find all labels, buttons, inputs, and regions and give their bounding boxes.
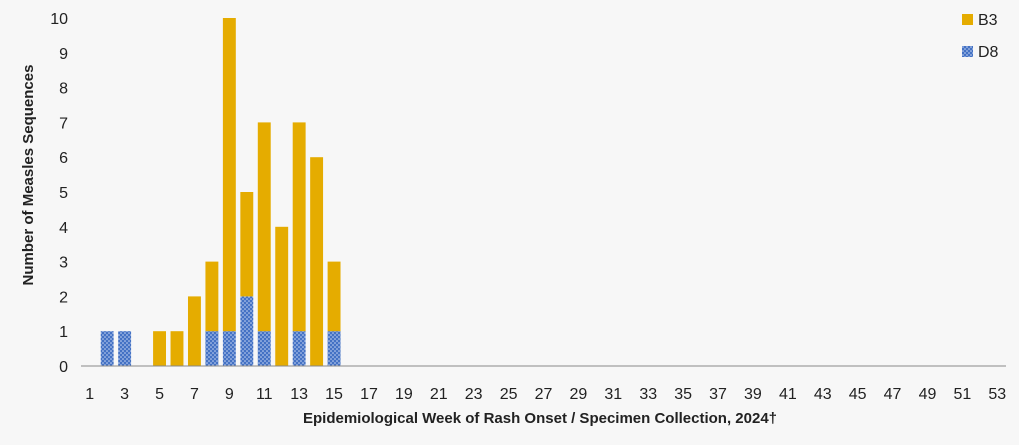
bar-b3-week-10 [240, 192, 254, 297]
y-tick-label: 9 [59, 46, 68, 63]
y-tick-label: 0 [59, 359, 68, 376]
x-tick-label: 7 [190, 386, 199, 403]
bar-d8-week-10 [240, 296, 254, 366]
x-tick-label: 1 [85, 386, 94, 403]
bar-b3-week-7 [187, 296, 201, 366]
bar-b3-week-8 [205, 261, 219, 332]
y-tick-label: 6 [59, 150, 68, 167]
x-tick-label: 45 [849, 386, 867, 403]
x-tick-label: 37 [709, 386, 727, 403]
y-tick-label: 5 [59, 185, 68, 202]
x-tick-label: 21 [430, 386, 448, 403]
bar-b3-week-14 [310, 157, 324, 366]
bar-d8-week-3 [118, 331, 132, 366]
x-tick-label: 23 [465, 386, 483, 403]
y-axis-title: Number of Measles Sequences [20, 65, 37, 286]
bar-b3-week-6 [170, 331, 184, 366]
x-tick-label: 47 [884, 386, 902, 403]
y-tick-label: 1 [59, 324, 68, 341]
x-tick-label: 49 [919, 386, 937, 403]
legend-swatch-d8 [962, 46, 973, 57]
x-axis-title: Epidemiological Week of Rash Onset / Spe… [303, 410, 777, 427]
x-tick-label: 9 [225, 386, 234, 403]
y-tick-label: 4 [59, 220, 68, 237]
y-tick-label: 10 [50, 11, 68, 28]
bar-b3-week-15 [327, 261, 341, 332]
y-tick-label: 3 [59, 255, 68, 272]
bar-d8-week-15 [327, 331, 341, 366]
bar-d8-week-9 [222, 331, 236, 366]
x-tick-label: 13 [290, 386, 308, 403]
x-tick-label: 19 [395, 386, 413, 403]
x-tick-label: 11 [256, 386, 273, 403]
x-tick-label: 43 [814, 386, 832, 403]
y-tick-label: 8 [59, 81, 68, 98]
bar-b3-week-12 [275, 226, 289, 366]
bar-d8-week-13 [292, 331, 306, 366]
x-tick-label: 25 [500, 386, 518, 403]
x-tick-label: 27 [535, 386, 553, 403]
x-tick-label: 3 [120, 386, 129, 403]
bar-d8-week-2 [100, 331, 114, 366]
legend-label-d8: D8 [978, 44, 999, 61]
x-tick-label: 29 [570, 386, 588, 403]
legend-label-b3: B3 [978, 12, 998, 29]
bar-b3-week-11 [257, 122, 271, 332]
bar-b3-week-9 [222, 18, 236, 332]
x-tick-label: 41 [779, 386, 797, 403]
x-tick-label: 53 [988, 386, 1006, 403]
y-tick-label: 2 [59, 289, 68, 306]
bar-b3-week-5 [153, 331, 166, 366]
x-tick-label: 31 [604, 386, 622, 403]
x-tick-label: 17 [360, 386, 378, 403]
x-tick-label: 33 [639, 386, 657, 403]
legend: B3 D8 [962, 12, 999, 61]
y-axis-ticks: 0 1 2 3 4 5 6 7 8 9 10 [50, 11, 68, 376]
bar-b3-week-13 [292, 122, 306, 332]
bars [100, 18, 341, 366]
y-tick-label: 7 [59, 115, 68, 132]
bar-d8-week-8 [205, 331, 219, 366]
x-axis-ticks: 1 3 5 7 9 11 13 15 17 19 21 23 25 27 29 31 33 35 37 39 41 43 4… [85, 386, 1006, 403]
x-tick-label: 35 [674, 386, 692, 403]
x-tick-label: 5 [155, 386, 164, 403]
bar-d8-week-11 [257, 331, 271, 366]
x-tick-label: 15 [325, 386, 343, 403]
legend-swatch-b3 [962, 14, 973, 25]
x-tick-label: 51 [953, 386, 971, 403]
x-tick-label: 39 [744, 386, 762, 403]
